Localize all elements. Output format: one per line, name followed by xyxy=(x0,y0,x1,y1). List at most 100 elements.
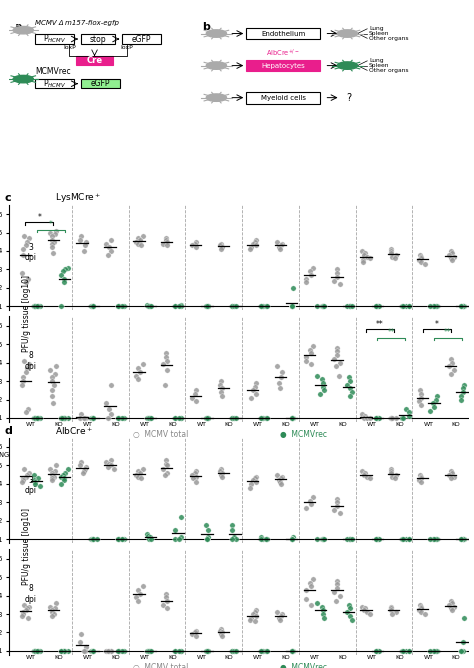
Point xyxy=(257,301,265,312)
Point xyxy=(161,470,169,480)
Point xyxy=(57,301,65,312)
Point xyxy=(58,413,66,424)
Text: Spleen: Spleen xyxy=(369,63,390,68)
Point xyxy=(191,627,199,638)
Point xyxy=(145,301,153,312)
Point xyxy=(366,473,374,484)
Point xyxy=(175,413,182,424)
Circle shape xyxy=(13,75,33,83)
Point xyxy=(430,301,438,312)
Point xyxy=(417,253,425,264)
Point xyxy=(144,413,152,424)
Point xyxy=(177,413,185,424)
Point xyxy=(288,645,295,656)
Point xyxy=(445,361,453,371)
Point xyxy=(319,534,327,544)
Text: PFU/g tissue [log10]: PFU/g tissue [log10] xyxy=(22,275,30,352)
Point xyxy=(48,470,56,480)
Point xyxy=(308,499,315,510)
Point xyxy=(313,370,321,381)
Point xyxy=(144,530,152,541)
Point xyxy=(374,301,382,312)
Point xyxy=(178,413,185,424)
Point xyxy=(252,236,259,247)
Point xyxy=(77,409,84,420)
Point xyxy=(257,301,265,312)
Point xyxy=(375,645,383,656)
Point xyxy=(202,413,210,424)
Point xyxy=(418,601,425,612)
Point xyxy=(61,413,68,424)
Point xyxy=(192,631,200,641)
Point xyxy=(59,645,66,656)
Point xyxy=(217,387,225,397)
Point xyxy=(445,599,453,610)
Text: MCMV Δ m157-flox-egfp: MCMV Δ m157-flox-egfp xyxy=(35,20,119,26)
Point xyxy=(52,225,60,236)
Point xyxy=(388,464,395,474)
Point xyxy=(399,645,407,656)
Point xyxy=(228,519,236,530)
Point xyxy=(417,473,425,484)
Point xyxy=(36,480,44,491)
Point xyxy=(50,471,58,482)
Point xyxy=(59,470,66,480)
Point xyxy=(302,351,310,362)
Point xyxy=(118,534,126,544)
Point xyxy=(90,534,97,544)
Point xyxy=(275,377,283,388)
Point xyxy=(146,645,153,656)
Point xyxy=(218,468,226,478)
Point xyxy=(178,645,185,656)
Point xyxy=(346,301,354,312)
Point xyxy=(90,645,97,656)
Point xyxy=(361,603,369,614)
Point xyxy=(160,238,167,249)
Point xyxy=(345,301,352,312)
Point xyxy=(263,413,270,424)
Point xyxy=(230,532,237,543)
Point xyxy=(405,407,412,418)
Point xyxy=(372,645,380,656)
Point xyxy=(457,301,465,312)
Point xyxy=(30,301,37,312)
Point xyxy=(88,534,95,544)
Point xyxy=(57,478,65,489)
Point xyxy=(232,301,240,312)
Point xyxy=(399,301,407,312)
Point xyxy=(107,645,115,656)
Point xyxy=(348,301,356,312)
Point xyxy=(257,413,265,424)
Point xyxy=(343,379,350,390)
Point xyxy=(402,301,410,312)
Point xyxy=(46,365,54,375)
Point xyxy=(105,403,112,414)
Point xyxy=(230,301,237,312)
Point xyxy=(289,283,297,293)
Point xyxy=(345,372,352,383)
Point xyxy=(388,413,395,424)
Point xyxy=(204,413,211,424)
FancyBboxPatch shape xyxy=(35,34,74,43)
Point xyxy=(399,534,407,544)
Point xyxy=(143,528,151,539)
Point xyxy=(218,627,226,638)
Point xyxy=(252,473,259,484)
Point xyxy=(392,470,400,480)
Point xyxy=(49,391,56,401)
Point xyxy=(309,263,316,273)
Point xyxy=(163,458,170,469)
Point xyxy=(447,603,455,614)
Point xyxy=(61,645,69,656)
Point xyxy=(191,389,199,399)
Point xyxy=(249,475,257,486)
Point xyxy=(177,645,185,656)
Point xyxy=(252,381,259,392)
Point xyxy=(88,301,95,312)
FancyBboxPatch shape xyxy=(81,79,120,88)
Text: AlbCre$^{+/-}$: AlbCre$^{+/-}$ xyxy=(266,47,300,59)
Point xyxy=(230,645,237,656)
Point xyxy=(188,392,196,403)
Point xyxy=(252,616,259,627)
Circle shape xyxy=(206,62,227,69)
